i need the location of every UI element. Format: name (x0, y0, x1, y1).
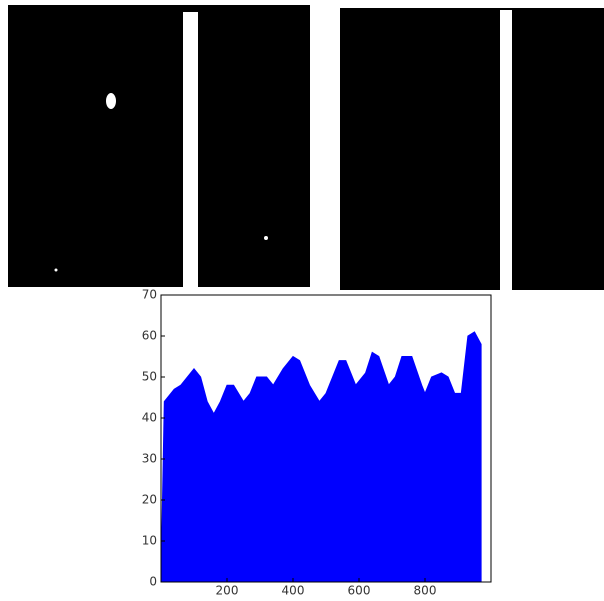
y-tick-label: 40 (142, 411, 157, 425)
figure: 0 10 20 30 40 50 60 70 200 400 600 800 (0, 0, 604, 597)
image-background (8, 5, 310, 287)
y-tick-label: 60 (142, 329, 157, 343)
x-tick-label: 200 (216, 584, 239, 598)
right-image (340, 8, 604, 290)
y-tick-label: 50 (142, 370, 157, 384)
y-tick-label: 20 (142, 493, 157, 507)
white-spot (264, 236, 268, 240)
white-spot (55, 269, 58, 272)
y-tick-label: 10 (142, 534, 157, 548)
x-tick-label: 800 (414, 584, 437, 598)
y-tick-label: 0 (149, 575, 157, 589)
image-background (340, 8, 604, 290)
white-stripe (500, 10, 512, 290)
area-chart: 0 10 20 30 40 50 60 70 200 400 600 800 (142, 288, 491, 598)
y-tick-label: 70 (142, 288, 157, 302)
white-spot (106, 93, 116, 109)
y-tick-label: 30 (142, 452, 157, 466)
x-tick-label: 600 (348, 584, 371, 598)
left-image (8, 5, 310, 287)
white-stripe (183, 12, 198, 287)
x-tick-label: 400 (282, 584, 305, 598)
